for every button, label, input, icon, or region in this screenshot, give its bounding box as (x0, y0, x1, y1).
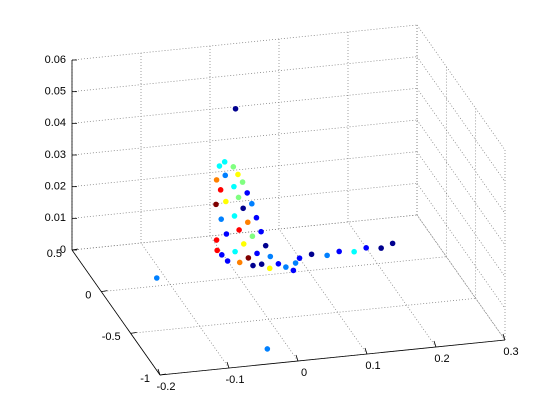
x-tick-label: -0.2 (157, 381, 176, 393)
point (351, 248, 357, 255)
x-tick (226, 361, 230, 369)
point (254, 250, 260, 257)
point (232, 248, 238, 255)
point (213, 237, 220, 243)
y-axis (71, 249, 161, 376)
grid-line (71, 119, 418, 156)
point (249, 233, 256, 240)
y-tick-label: 0 (85, 290, 91, 302)
point (264, 346, 271, 352)
point (222, 172, 229, 179)
point (240, 241, 247, 247)
point (266, 265, 273, 272)
z-tick-label: 0.03 (45, 149, 66, 161)
x-tick-label: 0.3 (503, 346, 518, 358)
grid-line (71, 182, 418, 219)
point (258, 228, 264, 235)
x-tick (364, 347, 368, 355)
point (236, 259, 243, 266)
point (224, 258, 231, 264)
x-axis (159, 339, 506, 376)
point (308, 251, 315, 258)
y-tick (101, 290, 108, 293)
point (267, 253, 274, 260)
point (283, 264, 289, 270)
y-tick (130, 331, 137, 334)
x-tick (157, 368, 161, 376)
point (221, 159, 228, 165)
point (232, 105, 239, 112)
point (275, 261, 282, 267)
y-tick-label: -1 (140, 373, 150, 385)
x-tick-label: 0.1 (365, 360, 380, 372)
point (250, 262, 256, 269)
y-tick (159, 373, 167, 376)
grid-line (130, 297, 476, 334)
z-tick-label: 0 (60, 244, 66, 256)
grid-line (101, 256, 447, 293)
point (223, 231, 230, 237)
point (296, 255, 303, 261)
point (235, 194, 242, 201)
grid-line (278, 228, 368, 355)
x-tick-label: -0.1 (226, 374, 245, 386)
point (324, 252, 330, 259)
point (262, 242, 269, 249)
z-tick-label: 0.05 (45, 86, 66, 98)
x-tick (502, 333, 506, 341)
point (244, 190, 250, 196)
point (253, 214, 260, 221)
point (213, 177, 220, 183)
grid-line (416, 24, 506, 151)
point (236, 227, 242, 233)
point (292, 260, 299, 266)
point (235, 171, 241, 178)
point (231, 183, 237, 190)
z-tick-label: 0.01 (45, 212, 66, 224)
point (214, 247, 220, 254)
point (378, 245, 384, 251)
grid-line (71, 87, 418, 124)
point (249, 200, 255, 207)
grid-line (416, 88, 506, 214)
z-tick-label: 0.06 (45, 54, 66, 66)
point (240, 205, 246, 212)
point (219, 252, 225, 258)
y-tick-label: -0.5 (102, 331, 121, 343)
grid-line (71, 151, 418, 188)
grid-line (416, 56, 506, 182)
point (230, 164, 237, 170)
point (290, 267, 297, 274)
point (336, 248, 342, 255)
point (239, 179, 246, 185)
grid-line (71, 56, 418, 93)
grid-line (140, 242, 230, 369)
point (389, 240, 396, 247)
point (213, 201, 219, 208)
point (258, 261, 265, 268)
grid-line (71, 214, 418, 251)
point (223, 198, 229, 205)
point (216, 163, 223, 169)
point (153, 275, 160, 281)
grid-line (416, 151, 506, 277)
y-tick-label: 0.5 (47, 248, 62, 260)
x-tick-label: 0 (301, 367, 307, 379)
x-tick-label: 0.2 (434, 353, 449, 365)
x-tick (295, 354, 299, 362)
z-tick-label: 0.04 (45, 117, 66, 129)
point (244, 219, 251, 226)
y-tick (71, 248, 79, 251)
z-tick-label: 0.02 (45, 181, 66, 193)
grid-line (416, 119, 506, 246)
grid-line (416, 183, 506, 309)
point (217, 187, 224, 193)
point (218, 216, 225, 222)
point (231, 213, 238, 219)
grid-line (71, 24, 418, 61)
point (245, 255, 252, 261)
point (363, 245, 369, 251)
x-tick (433, 340, 437, 348)
